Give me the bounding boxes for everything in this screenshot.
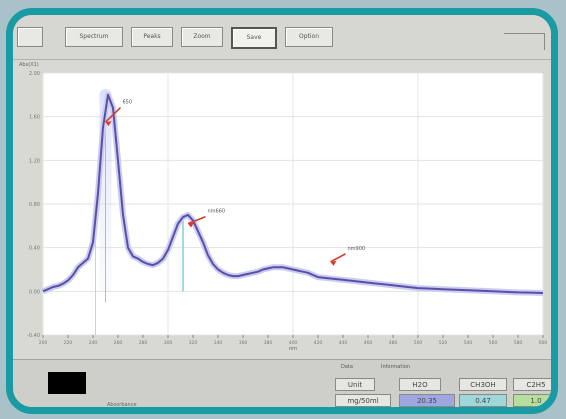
- x-tick-label: 580: [514, 340, 523, 346]
- bottom-panel: Absorbance Data Information Unit H2O CH3…: [13, 359, 551, 407]
- tab-information[interactable]: Information: [381, 364, 410, 370]
- y-tick-label: 1.60: [29, 115, 40, 121]
- x-tick-label: 460: [364, 340, 373, 346]
- x-tick-label: 500: [414, 340, 423, 346]
- x-tick-label: 280: [139, 340, 148, 346]
- x-tick-label: 300: [164, 340, 173, 346]
- app-window: Spectrum Peaks Zoom Save Option Abs(X1) …: [6, 8, 558, 414]
- x-tick-label: 520: [439, 340, 448, 346]
- grid-ch3oh-cell[interactable]: 0.47: [459, 394, 507, 407]
- grid-unit-cell[interactable]: mg/50ml: [335, 394, 391, 407]
- x-tick-label: 480: [389, 340, 398, 346]
- toolbar-button-option[interactable]: Option: [285, 27, 333, 47]
- x-axis-ticks: 200 220 240 260 280 300 320 340 360 380 400 420 440 4…: [39, 335, 548, 346]
- x-tick-label: 200: [39, 340, 48, 346]
- annotation-arrow: [104, 106, 122, 123]
- annotation-arrow: [187, 215, 206, 225]
- series-line[interactable]: [42, 93, 544, 294]
- y-tick-label: -0.40: [27, 333, 40, 339]
- x-tick-label: 220: [64, 340, 73, 346]
- unit-label: Absorbance: [107, 402, 137, 408]
- grid-header-unit: Unit: [335, 378, 375, 391]
- x-tick-label: 440: [339, 340, 348, 346]
- y-tick-label: 0.80: [29, 202, 40, 208]
- annotation-label: nm900: [348, 246, 366, 252]
- grid-c2h5-cell[interactable]: 1.0: [513, 394, 551, 407]
- annotation-label: 650: [123, 100, 133, 106]
- x-axis-label: nm: [289, 346, 297, 352]
- x-tick-label: 240: [89, 340, 98, 346]
- grid-h2o-cell[interactable]: 20.35: [399, 394, 455, 407]
- annotation-arrowhead: [105, 121, 112, 127]
- y-axis-ticks: 2.00 1.60 1.20 0.80 0.40 0.00 -0.40: [27, 71, 40, 339]
- toolbar-button-zoom[interactable]: Zoom: [181, 27, 223, 47]
- x-tick-label: 340: [214, 340, 223, 346]
- toolbar-button-file[interactable]: [17, 27, 43, 47]
- y-tick-label: 0.00: [29, 289, 40, 295]
- chart-header: Abs(X1): [19, 62, 39, 68]
- toolbar-button-peaks[interactable]: Peaks: [131, 27, 173, 47]
- x-tick-label: 400: [289, 340, 298, 346]
- y-tick-label: 0.40: [29, 246, 40, 252]
- x-tick-label: 260: [114, 340, 123, 346]
- spectrum-plot[interactable]: 2.001.601.200.800.400.00-0.40 200 220 240 2…: [13, 60, 551, 355]
- annotation-arrow: [330, 253, 346, 263]
- x-tick-label: 380: [264, 340, 273, 346]
- data-grid: Data Information Unit H2O CH3OH C2H5 mg/…: [335, 364, 551, 407]
- x-tick-label: 320: [189, 340, 198, 346]
- grid-header-h2o: H2O: [399, 378, 441, 391]
- grid-header-c2h5: C2H5: [513, 378, 551, 391]
- grid-header-ch3oh: CH3OH: [459, 378, 507, 391]
- annotation-arrowhead: [330, 260, 337, 266]
- x-tick-label: 600: [539, 340, 548, 346]
- toolbar: Spectrum Peaks Zoom Save Option: [13, 15, 551, 60]
- tab-data[interactable]: Data: [341, 364, 353, 370]
- x-tick-label: 360: [239, 340, 248, 346]
- annotation-arrowhead: [188, 222, 194, 228]
- x-tick-label: 420: [314, 340, 323, 346]
- y-tick-label: 1.20: [29, 158, 40, 164]
- x-tick-label: 560: [489, 340, 498, 346]
- toolbar-button-spectrum[interactable]: Spectrum: [65, 27, 123, 47]
- annotation-label: nm660: [208, 209, 226, 215]
- x-tick-label: 540: [464, 340, 473, 346]
- y-tick-label: 2.00: [29, 71, 40, 77]
- color-swatch[interactable]: [48, 372, 86, 394]
- toolbar-button-save[interactable]: Save: [231, 27, 277, 49]
- annotations: 650 nm660 nm900: [104, 100, 366, 266]
- chart-area: Abs(X1) 2.00 1.60 1.20 0.80 0.40 0.00 -0.40 20…: [13, 60, 551, 355]
- toolbar-corner: [504, 33, 545, 50]
